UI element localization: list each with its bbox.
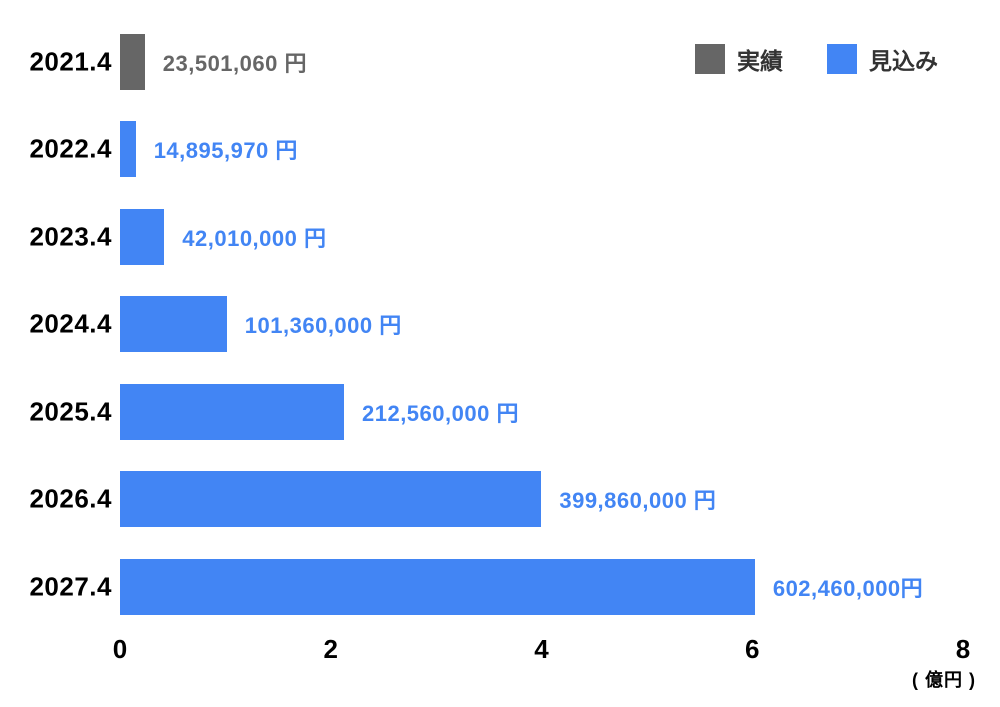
- value-label: 399,860,000 円: [559, 488, 717, 514]
- chart-row: 2022.4 14,895,970 円: [0, 106, 1000, 194]
- x-tick-label: 2: [323, 634, 338, 664]
- row-plot-area: 101,360,000 円: [120, 281, 963, 369]
- x-tick-label: 6: [745, 634, 760, 664]
- bar-forecast: [120, 296, 227, 353]
- category-label: 2026.4: [29, 483, 112, 514]
- legend: 実績 見込み: [695, 42, 938, 76]
- chart-row: 2024.4 101,360,000 円: [0, 281, 1000, 369]
- category-label: 2022.4: [29, 133, 112, 164]
- legend-item-actual: 実績: [695, 42, 783, 76]
- x-tick-label: 4: [534, 634, 549, 664]
- x-tick-label: 8: [955, 634, 971, 664]
- category-label: 2024.4: [29, 308, 112, 339]
- row-plot-area: 42,010,000 円: [120, 193, 963, 281]
- x-tick-label: 0: [112, 634, 128, 664]
- row-plot-area: 212,560,000 円: [120, 368, 963, 456]
- row-plot-area: 602,460,000円: [120, 543, 963, 631]
- legend-label: 実績: [737, 48, 783, 74]
- chart-rows: 2021.4 23,501,060 円 2022.4 14,895,970 円 2023…: [0, 18, 1000, 631]
- bar-forecast: [120, 471, 542, 528]
- bar-forecast: [120, 558, 755, 615]
- value-label: 101,360,000 円: [244, 313, 402, 339]
- chart-row: 2023.4 42,010,000 円: [0, 193, 1000, 281]
- legend-swatch-actual: [695, 44, 725, 74]
- chart-row: 2027.4 602,460,000円: [0, 543, 1000, 631]
- legend-swatch-forecast: [827, 44, 857, 74]
- x-axis: 0 2 4 6 8: [113, 634, 970, 666]
- value-label: 14,895,970 円: [153, 138, 298, 164]
- chart-row: 2025.4 212,560,000 円: [0, 368, 1000, 456]
- row-plot-area: 14,895,970 円: [120, 106, 963, 194]
- value-label: 602,460,000円: [772, 575, 924, 601]
- legend-item-forecast: 見込み: [827, 42, 938, 76]
- legend-label: 見込み: [869, 48, 938, 74]
- category-label: 2025.4: [29, 396, 112, 427]
- value-label: 212,560,000 円: [361, 400, 519, 426]
- value-label: 23,501,060 円: [162, 50, 307, 76]
- row-plot-area: 23,501,060 円: [120, 18, 963, 106]
- value-label: 42,010,000 円: [182, 225, 327, 251]
- chart-row: 2026.4 399,860,000 円: [0, 456, 1000, 544]
- category-label: 2027.4: [29, 571, 112, 602]
- x-axis-unit-label: ( 億円 ): [912, 670, 976, 690]
- chart-row: 2021.4 23,501,060 円: [0, 18, 1000, 106]
- row-plot-area: 399,860,000 円: [120, 456, 963, 544]
- bar-actual: [120, 33, 145, 90]
- category-label: 2021.4: [29, 46, 112, 77]
- category-label: 2023.4: [29, 221, 112, 252]
- bar-forecast: [120, 383, 344, 440]
- bar-forecast: [120, 121, 136, 178]
- bar-forecast: [120, 208, 165, 265]
